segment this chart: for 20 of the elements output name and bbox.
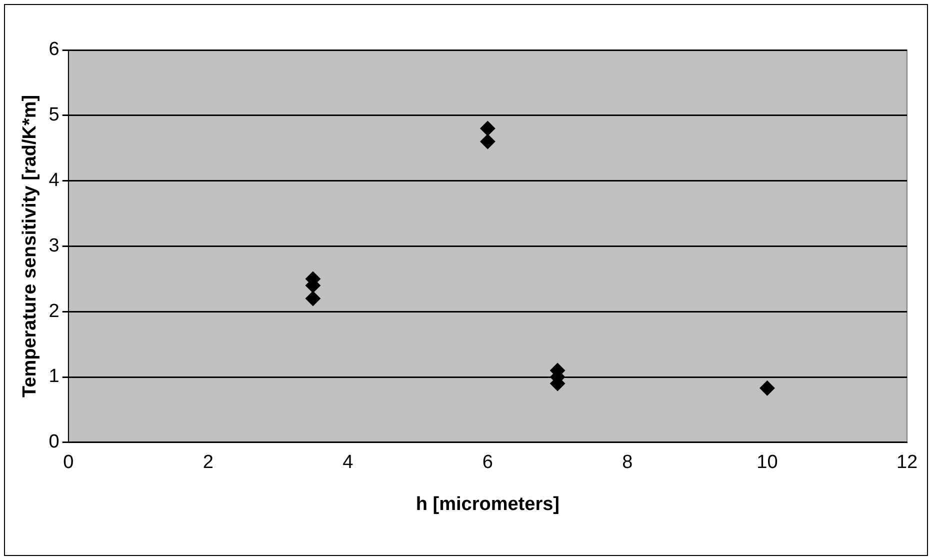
y-tick-label: 6 xyxy=(48,39,60,60)
y-tick-label: 5 xyxy=(48,104,60,126)
y-tick-label: 3 xyxy=(48,235,60,256)
point xyxy=(305,291,320,306)
y-tick-label: 4 xyxy=(48,170,60,192)
point xyxy=(480,134,496,150)
point xyxy=(480,120,496,136)
x-tick-label: 10 xyxy=(756,452,778,474)
x-tick-label: 12 xyxy=(896,452,918,474)
y-tick-label: 0 xyxy=(48,432,60,453)
y-tick-label: 2 xyxy=(48,300,60,322)
x-tick-label: 4 xyxy=(342,452,354,474)
x-tick-label: 8 xyxy=(622,452,633,474)
y-tick-label: 1 xyxy=(48,366,60,388)
y-axis-title: Temperature sensitivity [rad/K*m] xyxy=(20,94,41,398)
point xyxy=(760,380,775,396)
x-tick-label: 6 xyxy=(482,452,493,474)
x-tick-label: 0 xyxy=(63,452,74,474)
x-tick-label: 2 xyxy=(202,452,214,474)
x-axis-title: h [micrometers] xyxy=(416,494,560,515)
